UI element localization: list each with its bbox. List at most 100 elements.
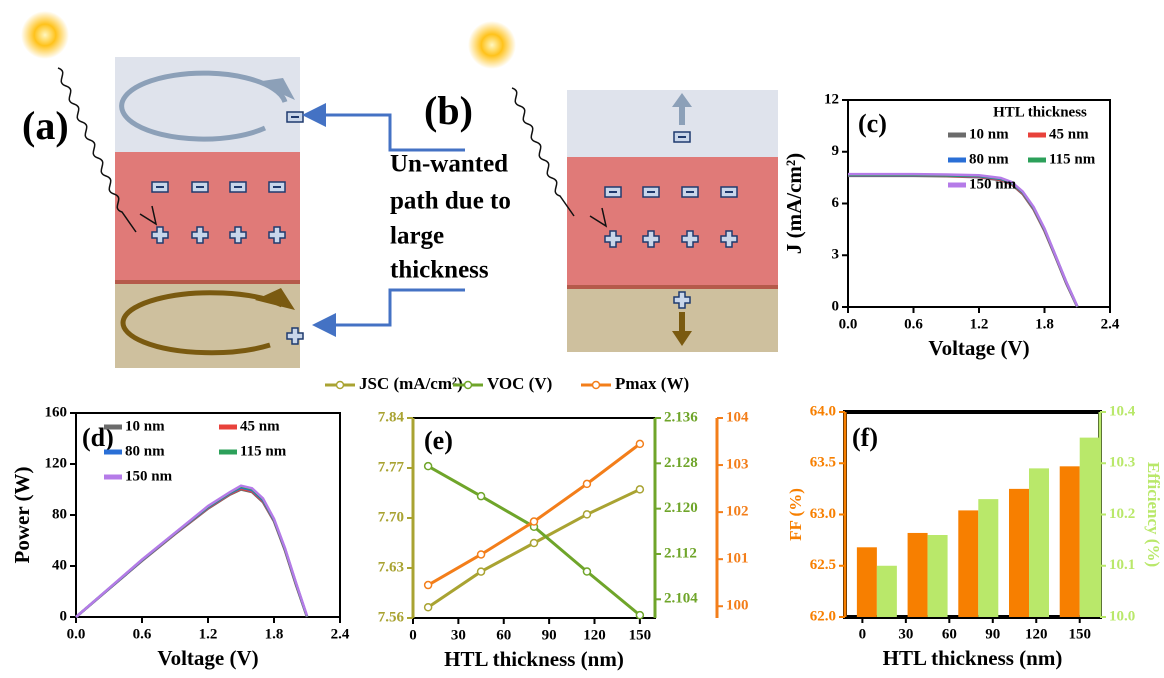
legend-label: 80 nm (969, 151, 1009, 167)
y-axis-label: FF (%) (786, 488, 805, 541)
plot-frame (76, 413, 340, 617)
y-tick-label: 7.84 (378, 409, 405, 425)
marker (531, 518, 538, 525)
marker (636, 612, 643, 619)
marker (425, 463, 432, 470)
y-tick-label: 102 (726, 504, 749, 520)
y-tick-label: 2.104 (664, 591, 698, 607)
x-tick-label: 150 (1068, 626, 1091, 642)
y-tick-label: 7.56 (378, 609, 405, 625)
y-tick-label: 10.2 (1109, 506, 1135, 522)
bar (857, 547, 877, 617)
legend-label: 45 nm (240, 418, 280, 434)
y-tick-label: 7.63 (378, 559, 404, 575)
panel-label: (f) (852, 423, 878, 452)
legend-label: 10 nm (969, 126, 1009, 142)
y-tick-label: 3 (832, 247, 840, 263)
x-tick-label: 0 (409, 627, 417, 643)
x-tick-label: 0.6 (133, 626, 152, 642)
panel-label: (e) (424, 426, 453, 455)
series-line (76, 486, 307, 617)
y-tick-label: 40 (52, 557, 67, 573)
panel-label: (a) (22, 103, 69, 148)
y-tick-label: 120 (45, 455, 68, 471)
annotation: Un-wanted (390, 151, 508, 178)
marker (478, 493, 485, 500)
panel-label: (b) (424, 88, 473, 133)
bar (1080, 438, 1100, 617)
legend-label: 45 nm (1049, 126, 1089, 142)
x-tick-label: 2.4 (1101, 316, 1120, 332)
series-line (848, 176, 1077, 307)
y-tick-label: 100 (726, 598, 749, 614)
bar (958, 510, 978, 617)
marker (425, 582, 432, 589)
y-tick-label: 103 (726, 456, 749, 472)
bar (1029, 468, 1049, 617)
series-line (428, 444, 640, 585)
marker (583, 511, 590, 518)
y-tick-label: 80 (52, 506, 67, 522)
x-tick-label: 60 (942, 626, 957, 642)
marker (583, 480, 590, 487)
panel-label: (c) (858, 109, 887, 138)
x-tick-label: 0.0 (839, 316, 858, 332)
x-tick-label: 0 (859, 626, 867, 642)
x-axis-label: HTL thickness (nm) (883, 646, 1063, 670)
marker (478, 568, 485, 575)
legend-label: 150 nm (125, 468, 173, 484)
y2-axis-label: Efficiency (%) (1144, 462, 1163, 567)
y-axis-label: Power (W) (10, 467, 34, 564)
bar (928, 535, 948, 617)
marker (425, 604, 432, 611)
series-line (848, 174, 1077, 306)
legend-label: 115 nm (240, 443, 287, 459)
y-tick-label: 0 (832, 298, 840, 314)
annotation: large (390, 223, 444, 250)
y-tick-label: 9 (832, 143, 840, 159)
y-tick-label: 10.0 (1109, 608, 1135, 624)
series-line (76, 488, 307, 617)
y-tick-label: 10.4 (1109, 403, 1136, 419)
series-line (848, 175, 1077, 306)
series-line (76, 487, 307, 617)
y-tick-label: 63.5 (810, 455, 836, 471)
x-tick-label: 1.2 (970, 316, 989, 332)
y-tick-label: 6 (832, 195, 840, 211)
legend-marker (593, 382, 600, 389)
x-tick-label: 2.4 (331, 626, 350, 642)
legend-label: Pmax (W) (615, 374, 689, 393)
y-tick-label: 62.5 (810, 557, 836, 573)
annotation: thickness (390, 257, 489, 284)
y-tick-label: 7.70 (378, 509, 404, 525)
y-tick-label: 64.0 (810, 403, 836, 419)
legend-title: HTL thickness (993, 104, 1087, 120)
y-tick-label: 63.0 (810, 506, 836, 522)
legend-label: JSC (mA/cm²) (359, 374, 463, 393)
series-line (848, 176, 1077, 307)
y-tick-label: 160 (45, 404, 68, 420)
y-tick-label: 2.136 (664, 409, 698, 425)
y-tick-label: 2.128 (664, 455, 698, 471)
marker (636, 440, 643, 447)
x-tick-label: 1.2 (199, 626, 218, 642)
marker (478, 551, 485, 558)
marker (531, 540, 538, 547)
x-tick-label: 60 (496, 627, 511, 643)
y-tick-label: 10.3 (1109, 455, 1135, 471)
series-line (76, 490, 307, 618)
x-tick-label: 1.8 (1035, 316, 1054, 332)
bar (908, 533, 928, 617)
x-tick-label: 30 (898, 626, 913, 642)
y-tick-label: 101 (726, 551, 749, 567)
x-tick-label: 90 (985, 626, 1000, 642)
legend-label: 115 nm (1049, 151, 1096, 167)
y-tick-label: 104 (726, 409, 749, 425)
x-tick-label: 0.6 (904, 316, 923, 332)
series-line (76, 489, 307, 617)
x-axis-label: Voltage (V) (928, 336, 1029, 360)
x-tick-label: 150 (629, 627, 652, 643)
marker (583, 568, 590, 575)
legend-label: 150 nm (969, 176, 1017, 192)
y-tick-label: 10.1 (1109, 557, 1135, 573)
